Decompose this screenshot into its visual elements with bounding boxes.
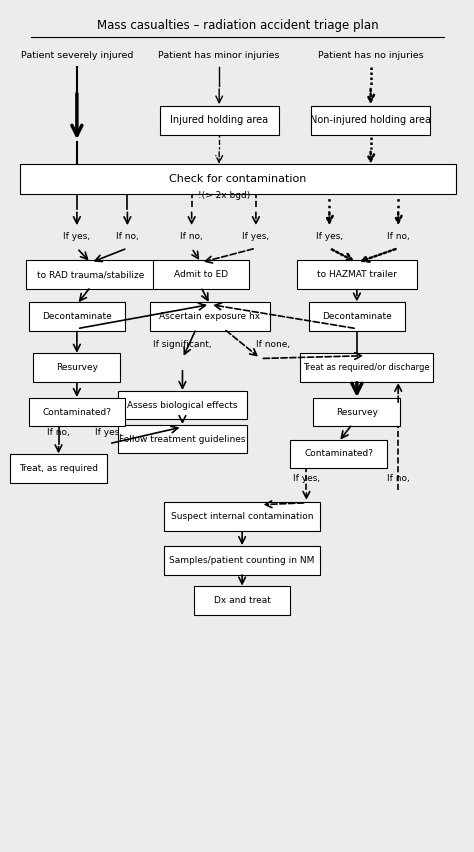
FancyBboxPatch shape	[19, 164, 456, 194]
Text: Follow treatment guidelines: Follow treatment guidelines	[119, 435, 246, 444]
FancyBboxPatch shape	[29, 302, 125, 331]
FancyBboxPatch shape	[33, 354, 120, 383]
Text: If no,: If no,	[387, 232, 410, 240]
Text: Decontaminate: Decontaminate	[322, 312, 392, 321]
FancyBboxPatch shape	[194, 586, 291, 615]
Text: Contaminated?: Contaminated?	[42, 407, 111, 417]
Text: Treat, as required: Treat, as required	[19, 464, 98, 474]
FancyBboxPatch shape	[291, 440, 387, 469]
FancyBboxPatch shape	[311, 106, 430, 135]
FancyBboxPatch shape	[160, 106, 279, 135]
FancyBboxPatch shape	[118, 390, 247, 419]
Text: Non-injured holding area: Non-injured holding area	[310, 115, 431, 125]
FancyBboxPatch shape	[164, 545, 320, 574]
FancyBboxPatch shape	[153, 260, 249, 289]
Text: If no,: If no,	[47, 429, 70, 437]
Text: Dx and treat: Dx and treat	[214, 596, 271, 605]
Text: Patient has no injuries: Patient has no injuries	[318, 51, 423, 60]
FancyBboxPatch shape	[297, 260, 417, 289]
Text: Samples/patient counting in NM: Samples/patient counting in NM	[169, 556, 315, 565]
Text: to HAZMAT trailer: to HAZMAT trailer	[317, 270, 397, 279]
FancyBboxPatch shape	[313, 398, 401, 427]
Text: If yes,: If yes,	[64, 232, 91, 240]
Text: Mass casualties – radiation accident triage plan: Mass casualties – radiation accident tri…	[97, 19, 378, 32]
Text: If none,: If none,	[256, 340, 290, 349]
Text: Patient has minor injuries: Patient has minor injuries	[158, 51, 280, 60]
Text: Check for contamination: Check for contamination	[169, 174, 306, 184]
FancyBboxPatch shape	[164, 503, 320, 532]
Text: !(> 2x bgd): !(> 2x bgd)	[198, 191, 250, 200]
FancyBboxPatch shape	[150, 302, 270, 331]
Text: If yes,: If yes,	[95, 429, 123, 437]
Text: Contaminated?: Contaminated?	[304, 450, 373, 458]
Text: Treat as required/or discharge: Treat as required/or discharge	[303, 363, 429, 372]
Text: If yes,: If yes,	[293, 474, 320, 482]
Text: to RAD trauma/stabilize: to RAD trauma/stabilize	[37, 270, 145, 279]
Text: If yes,: If yes,	[242, 232, 269, 240]
Text: Decontaminate: Decontaminate	[42, 312, 112, 321]
Text: Resurvey: Resurvey	[336, 407, 378, 417]
Text: Ascertain exposure hx: Ascertain exposure hx	[159, 312, 261, 321]
FancyBboxPatch shape	[300, 354, 433, 383]
FancyBboxPatch shape	[29, 398, 125, 427]
Text: If no,: If no,	[180, 232, 203, 240]
Text: If no,: If no,	[116, 232, 139, 240]
Text: Suspect internal contamination: Suspect internal contamination	[171, 512, 313, 521]
FancyBboxPatch shape	[27, 260, 155, 289]
Text: Resurvey: Resurvey	[56, 363, 98, 372]
Text: If yes,: If yes,	[316, 232, 343, 240]
FancyBboxPatch shape	[10, 454, 107, 483]
Text: Admit to ED: Admit to ED	[174, 270, 228, 279]
Text: If significant,: If significant,	[153, 340, 212, 349]
FancyBboxPatch shape	[309, 302, 405, 331]
FancyBboxPatch shape	[118, 424, 247, 453]
Text: If no,: If no,	[387, 474, 410, 482]
Text: Assess biological effects: Assess biological effects	[127, 400, 237, 410]
Text: Injured holding area: Injured holding area	[170, 115, 268, 125]
Text: Patient severely injured: Patient severely injured	[21, 51, 133, 60]
